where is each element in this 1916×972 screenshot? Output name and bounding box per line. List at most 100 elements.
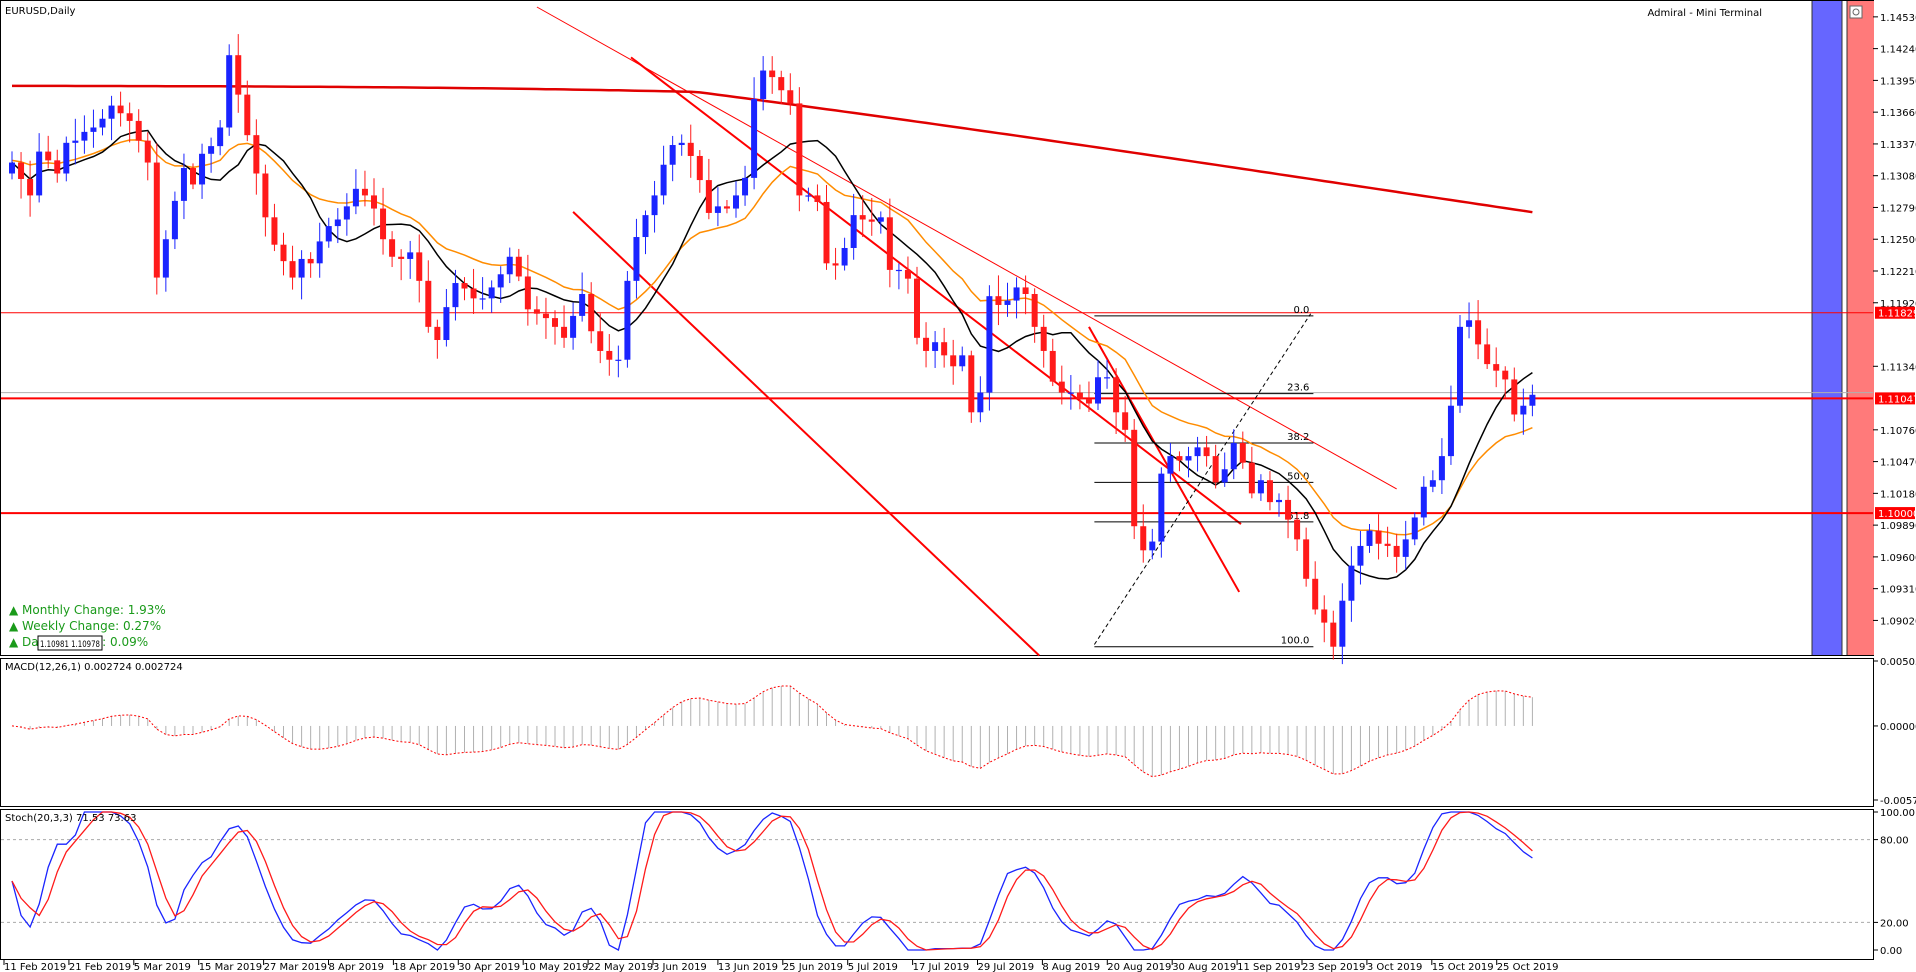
candle-body	[841, 247, 848, 266]
candle-body	[1194, 447, 1201, 457]
candle-body	[796, 103, 803, 196]
candle-body	[1185, 456, 1192, 461]
price-tick-label: 1.13660	[1880, 108, 1916, 119]
candle-body	[298, 258, 305, 278]
candle-body	[334, 219, 341, 227]
candle-body	[1113, 377, 1120, 413]
candle-body	[705, 180, 712, 213]
candle-body	[868, 219, 875, 222]
candle-body	[180, 168, 187, 201]
price-tick-label: 1.13370	[1880, 140, 1916, 151]
candle-body	[1411, 517, 1418, 540]
date-tick-label: 25 Oct 2019	[1497, 962, 1559, 972]
date-tick-label: 17 Jul 2019	[913, 962, 970, 972]
price-badge-label: 1.11047	[1878, 394, 1916, 405]
stoch-tick-label: 100.00	[1880, 808, 1915, 819]
fib-level-label: 100.0	[1281, 636, 1310, 647]
candle-body	[226, 55, 233, 128]
candle-body	[289, 261, 296, 278]
candle-body	[1004, 300, 1011, 305]
candle-body	[1285, 499, 1292, 520]
candle-body	[977, 392, 984, 413]
date-tick-label: 22 May 2019	[588, 962, 653, 972]
candle-body	[542, 313, 549, 319]
candle-body	[1529, 394, 1536, 406]
symbol-title: EURUSD,Daily	[5, 6, 76, 17]
candle-body	[1375, 530, 1382, 544]
overlay-box-text: 1.10981 1.10978	[40, 640, 100, 650]
candle-body	[552, 318, 558, 327]
monthly-change: ▲ Monthly Change: 1.93%	[9, 603, 166, 617]
candle-body	[307, 258, 314, 264]
macd-tick-label: -0.005736	[1880, 796, 1916, 807]
candle-body	[54, 160, 61, 174]
candle-body	[714, 206, 721, 213]
candle-body	[1140, 526, 1147, 551]
price-badges: 1.11829 1.11047 1.10000	[1875, 306, 1916, 520]
candle-body	[1122, 412, 1129, 430]
candle-body	[633, 237, 640, 281]
candle-body	[343, 206, 350, 220]
candle-body	[615, 359, 622, 361]
candle-body	[461, 283, 468, 289]
candle-body	[18, 162, 25, 179]
channel-upper-line-ext	[1233, 517, 1242, 525]
price-tick-label: 1.12500	[1880, 235, 1916, 246]
candle-body	[968, 355, 975, 413]
candle-body	[488, 287, 495, 299]
weekly-change: ▲ Weekly Change: 0.27%	[9, 619, 161, 633]
candle-body	[1366, 530, 1373, 546]
candle-body	[153, 162, 160, 278]
channel-hidden	[631, 57, 1239, 595]
candle-body	[162, 239, 169, 278]
candle-body	[199, 153, 206, 185]
candle-body	[45, 151, 52, 161]
candle-body	[805, 195, 812, 197]
band-grid-lines	[1811, 1, 1848, 655]
candle-body	[36, 151, 43, 196]
date-tick-label: 25 Jun 2019	[783, 962, 843, 972]
candle-body	[1276, 499, 1282, 503]
candle-body	[914, 278, 920, 338]
price-tick-label: 1.12210	[1880, 267, 1916, 278]
candle-body	[515, 256, 522, 277]
date-tick-label: 8 Aug 2019	[1042, 962, 1100, 972]
price-tick-label: 1.12790	[1880, 203, 1916, 214]
stoch-signal-line	[11, 811, 1533, 951]
candle-body	[135, 120, 142, 141]
macd-tick-label: 0.000000	[1880, 722, 1916, 733]
date-tick-label: 21 Feb 2019	[69, 962, 131, 972]
candle-body	[144, 140, 151, 163]
channel-lower-line	[572, 211, 1040, 657]
date-tick-label: 30 Apr 2019	[458, 962, 520, 972]
candle-body	[389, 239, 396, 257]
candle-body	[1230, 442, 1237, 470]
candle-body	[81, 131, 88, 141]
moving-averages	[11, 84, 1533, 580]
candle-body	[606, 350, 613, 360]
date-axis: 11 Feb 2019 21 Feb 2019 5 Mar 2019 15 Mar 2…	[3, 960, 1559, 972]
trend-lines	[536, 6, 1397, 657]
candle-body	[361, 188, 368, 196]
stoch-tick-label: 0.00	[1880, 946, 1902, 957]
candle-body	[1493, 364, 1500, 371]
candle-body	[244, 94, 251, 136]
candle-body	[434, 326, 441, 341]
brand-icon[interactable]	[1849, 5, 1863, 19]
price-tick-label: 1.13080	[1880, 172, 1916, 183]
price-tick-label: 1.11920	[1880, 299, 1916, 310]
candle-body	[99, 118, 106, 128]
candle-body	[678, 142, 685, 146]
date-tick-label: 30 Aug 2019	[1172, 962, 1236, 972]
candle-body	[1058, 381, 1065, 393]
candle-body	[1502, 370, 1509, 380]
candle-body	[533, 309, 540, 314]
price-tick-label: 1.09310	[1880, 585, 1916, 596]
candle-body	[1149, 541, 1156, 551]
fib-level-label: 50.0	[1287, 471, 1309, 482]
fib-dashed-line	[1093, 313, 1312, 645]
candle-body	[561, 326, 568, 338]
macd-title: MACD(12,26,1) 0.002724 0.002724	[5, 662, 183, 673]
candle-body	[497, 274, 504, 288]
candle-body	[624, 280, 631, 360]
